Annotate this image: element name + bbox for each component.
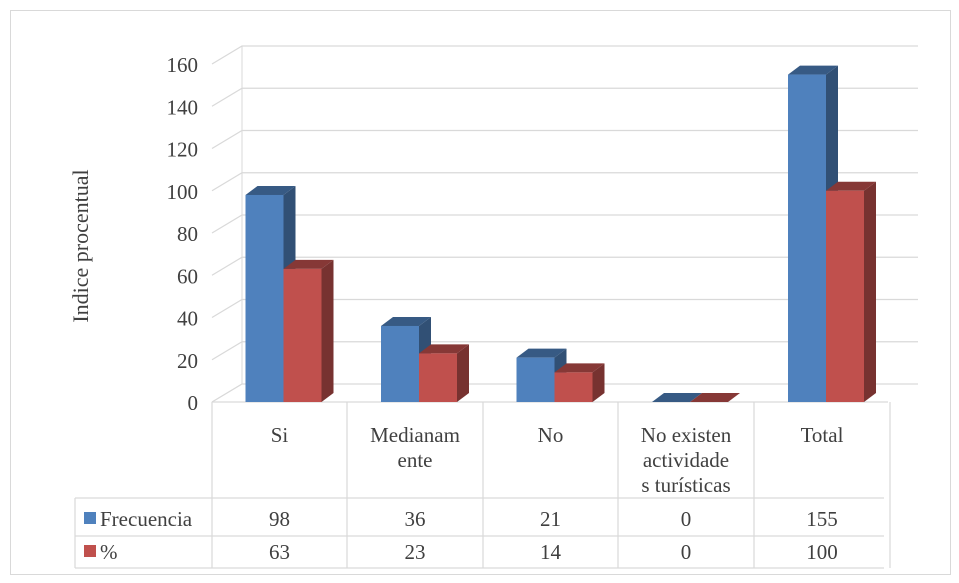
category-label: No existen bbox=[641, 423, 732, 447]
gridline bbox=[211, 256, 918, 276]
bars bbox=[245, 65, 876, 402]
bar-porcentaje-4 bbox=[826, 181, 876, 402]
table-cell: 14 bbox=[540, 540, 562, 564]
bar-frecuencia-3 bbox=[652, 393, 702, 402]
bar-porcentaje-2 bbox=[554, 363, 605, 402]
table-cell: 21 bbox=[540, 507, 561, 531]
legend-key bbox=[84, 512, 96, 524]
y-tick-label: 160 bbox=[167, 53, 199, 77]
table-cell: 0 bbox=[681, 540, 692, 564]
table-cell: 155 bbox=[806, 507, 838, 531]
gridline bbox=[211, 214, 918, 234]
bar-porcentaje-3 bbox=[690, 393, 740, 402]
gridline bbox=[211, 129, 918, 150]
gridline bbox=[211, 45, 918, 65]
y-tick-label: 100 bbox=[167, 180, 199, 204]
y-tick-label: 80 bbox=[177, 222, 198, 246]
category-label: s turísticas bbox=[641, 473, 730, 497]
table-cell: 100 bbox=[806, 540, 838, 564]
category-label: Total bbox=[801, 423, 844, 447]
legend-entry: Frecuencia bbox=[100, 507, 193, 531]
gridline bbox=[211, 87, 918, 107]
gridlines bbox=[211, 45, 918, 403]
category-label: Medianam bbox=[370, 423, 460, 447]
legend-entry: % bbox=[100, 540, 118, 564]
y-tick-label: 60 bbox=[177, 264, 198, 288]
y-tick-label: 120 bbox=[167, 138, 199, 162]
y-ticks: 0 20 40 60 80 100 120 140 160 bbox=[167, 53, 199, 415]
legend-key bbox=[84, 545, 96, 557]
category-label: No bbox=[538, 423, 564, 447]
y-tick-label: 40 bbox=[177, 307, 198, 331]
bar-porcentaje-1 bbox=[419, 344, 469, 402]
gridline bbox=[211, 172, 918, 192]
category-label: actividade bbox=[643, 448, 729, 472]
table-cell: 36 bbox=[405, 507, 426, 531]
gridline bbox=[211, 298, 918, 319]
table-cell: 0 bbox=[681, 507, 692, 531]
y-tick-label: 140 bbox=[167, 95, 199, 119]
table-cell: 63 bbox=[269, 540, 290, 564]
category-label: Si bbox=[271, 423, 289, 447]
bar-porcentaje-0 bbox=[283, 259, 334, 402]
y-tick-label: 0 bbox=[188, 391, 199, 415]
table-cell: 98 bbox=[269, 507, 290, 531]
y-tick-label: 20 bbox=[177, 349, 198, 373]
category-label: ente bbox=[398, 448, 433, 472]
gridline bbox=[211, 383, 918, 403]
y-axis-label: Indice procentual bbox=[68, 169, 93, 322]
gridline bbox=[211, 341, 918, 361]
table-cell: 23 bbox=[405, 540, 426, 564]
